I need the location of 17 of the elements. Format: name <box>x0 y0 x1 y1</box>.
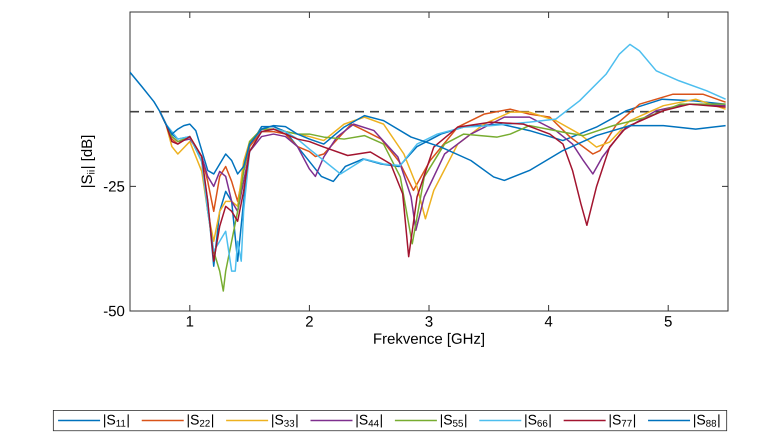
y-tick-label: -50 <box>104 306 124 316</box>
x-tick-label: 5 <box>664 316 672 327</box>
legend-label: |S$_{77}$| <box>610 414 636 428</box>
legend-label: |S$_{44}$| <box>356 414 382 428</box>
legend-label: |S$_{11}$| <box>104 414 129 428</box>
x-tick-label: 1 <box>186 316 194 326</box>
legend-label: |S$_{66}$| <box>525 414 551 428</box>
legend-label: |S$_{33}$| <box>272 414 298 428</box>
x-tick-label: 2 <box>306 316 313 327</box>
legend-label: |S$_{88}$| <box>694 414 720 428</box>
y-axis-title: |S$_{ii}$| [dB] <box>81 136 96 187</box>
x-axis-title: Frekvence [GHz] <box>374 332 484 347</box>
legend-label: |S$_{55}$| <box>440 414 466 428</box>
x-tick-label: 3 <box>425 316 433 327</box>
y-tick-label: -25 <box>104 181 124 192</box>
x-tick-label: 4 <box>544 316 552 326</box>
legend-label: |S$_{22}$| <box>188 414 214 428</box>
